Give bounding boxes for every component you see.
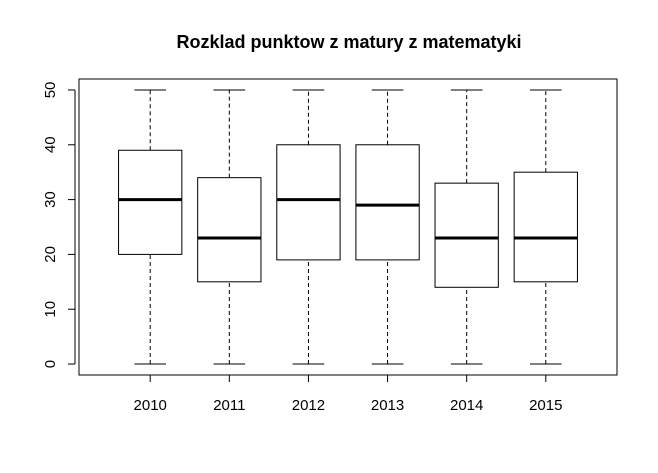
box-2014: [434, 89, 499, 365]
iqr-box: [276, 144, 341, 261]
x-tick-label: 2015: [529, 397, 562, 414]
y-tick-label: 10: [42, 301, 59, 318]
boxes-group: [118, 89, 578, 365]
x-tick-label: 2011: [213, 397, 245, 414]
chart-title: Rozklad punktow z matury z matematyki: [176, 32, 521, 52]
y-tick-label: 40: [42, 136, 59, 153]
iqr-box: [197, 177, 262, 283]
plot-frame: [78, 78, 618, 376]
iqr-box: [118, 149, 183, 255]
y-tick-label: 30: [42, 191, 59, 208]
iqr-box: [434, 182, 499, 288]
box-2012: [276, 89, 341, 365]
y-tick-label: 50: [42, 82, 59, 99]
x-axis: 2010 2011 2012 2013 2014 2015: [134, 375, 562, 414]
box-2015: [513, 89, 578, 365]
box-2011: [197, 89, 262, 365]
y-axis: 0 10 20 30 40 50: [42, 82, 76, 368]
y-tick-label: 20: [42, 246, 59, 263]
x-tick-label: 2014: [450, 397, 483, 414]
x-tick-label: 2012: [292, 397, 325, 414]
x-tick-label: 2013: [371, 397, 404, 414]
x-tick-label: 2010: [134, 397, 167, 414]
iqr-box: [513, 171, 578, 283]
y-tick-label: 0: [42, 360, 59, 368]
box-2010: [118, 89, 183, 365]
box-2013: [355, 89, 420, 365]
iqr-box: [355, 144, 420, 261]
